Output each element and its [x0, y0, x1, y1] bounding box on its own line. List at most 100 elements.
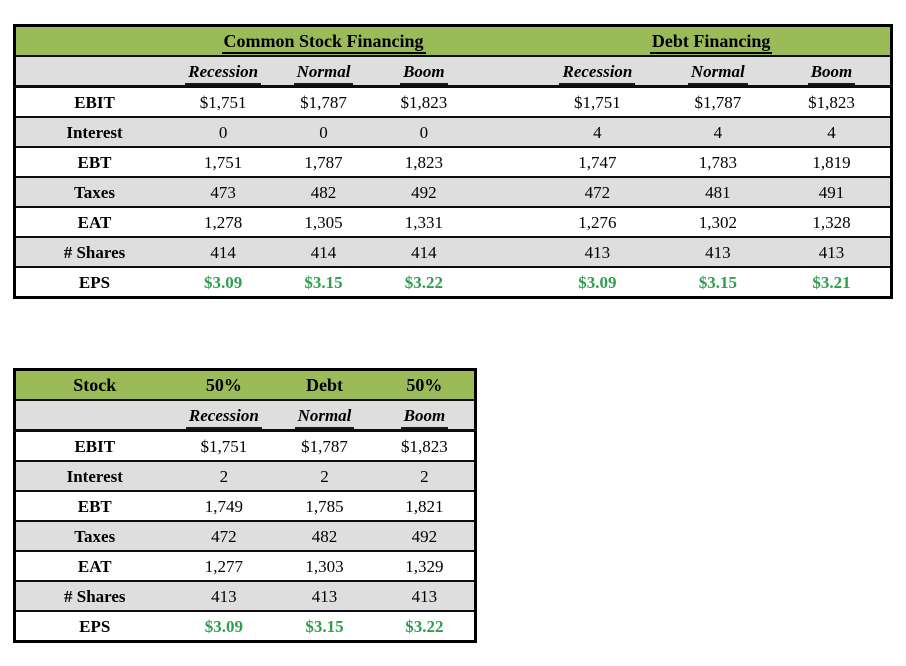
value-cell: 1,787	[273, 147, 374, 178]
row-label-cell: Taxes	[14, 521, 174, 552]
row-label-cell: Interest	[14, 461, 174, 492]
row-label-cell: EPS	[14, 611, 174, 643]
value-cell: $3.15	[273, 267, 374, 299]
value-cell: $3.09	[173, 611, 275, 643]
column-header-cell: Normal	[662, 56, 773, 88]
group-title-common-stock: Common Stock Financing	[173, 25, 475, 57]
green-header-row: Stock 50% Debt 50%	[14, 369, 476, 401]
column-header-cell: Boom	[373, 56, 475, 88]
value-cell: 492	[374, 521, 476, 552]
value-cell: 1,819	[773, 147, 892, 178]
value-cell: $3.22	[373, 267, 475, 299]
column-header-cell: Normal	[273, 56, 374, 88]
underlined-text: Normal	[294, 405, 355, 428]
value-cell: 2	[173, 461, 275, 492]
value-cell: 2	[274, 461, 375, 492]
underlined-text: Boom	[400, 61, 448, 84]
financing-comparison-table: Common Stock Financing Debt Financing Rece…	[13, 24, 893, 299]
underlined-text: Boom	[400, 405, 449, 428]
value-cell: 1,328	[773, 207, 892, 238]
value-cell: $1,787	[273, 86, 374, 118]
data-row-interest: Interest 2 2 2	[14, 461, 476, 492]
value-cell: $1,751	[532, 86, 663, 118]
mix-label-stock: Stock	[14, 369, 174, 401]
green-header-row: Common Stock Financing Debt Financing	[14, 25, 892, 57]
value-cell: 482	[274, 521, 375, 552]
data-row-ebt: EBT 1,751 1,787 1,823 1,747 1,783 1,819	[14, 147, 892, 178]
value-cell: 1,305	[273, 207, 374, 238]
row-label-cell: Interest	[14, 117, 174, 148]
data-row-taxes: Taxes 472 482 492	[14, 521, 476, 552]
value-cell: 413	[374, 581, 476, 612]
value-cell: 4	[532, 117, 663, 148]
underlined-text: Normal	[293, 61, 354, 84]
value-cell: 414	[373, 237, 475, 268]
data-row-interest: Interest 0 0 0 4 4 4	[14, 117, 892, 148]
value-cell: 1,303	[274, 551, 375, 582]
value-cell: 413	[274, 581, 375, 612]
value-cell: 1,277	[173, 551, 275, 582]
underlined-text: Recession	[185, 61, 262, 84]
column-header-row: Recession Normal Boom	[14, 400, 476, 432]
column-header-cell: Recession	[173, 400, 275, 432]
spacer-cell	[474, 147, 533, 178]
value-cell: $1,823	[374, 430, 476, 462]
value-cell: 1,747	[532, 147, 663, 178]
value-cell: 1,329	[374, 551, 476, 582]
underlined-text: Recession	[185, 405, 262, 428]
data-row-eps: EPS $3.09 $3.15 $3.22	[14, 611, 476, 643]
green-header-cell	[474, 25, 533, 57]
value-cell: 0	[373, 117, 475, 148]
column-header-cell: Recession	[173, 56, 274, 88]
mix-label-debt: Debt	[274, 369, 375, 401]
corner-cell	[14, 56, 174, 88]
value-cell: 1,278	[173, 207, 274, 238]
underlined-text: Debt Financing	[649, 31, 773, 54]
column-header-cell: Boom	[374, 400, 476, 432]
column-header-cell: Recession	[532, 56, 663, 88]
data-row-ebit: EBIT $1,751 $1,787 $1,823 $1,751 $1,787 $1,823	[14, 86, 892, 118]
underlined-text: Common Stock Financing	[221, 31, 426, 54]
value-cell: $3.22	[374, 611, 476, 643]
value-cell: 1,331	[373, 207, 475, 238]
row-label-cell: EBT	[14, 491, 174, 522]
value-cell: 472	[532, 177, 663, 208]
row-label-cell: Taxes	[14, 177, 174, 208]
column-header-cell: Normal	[274, 400, 375, 432]
value-cell: 482	[273, 177, 374, 208]
column-header-row: Recession Normal Boom Recession Normal Boom	[14, 56, 892, 88]
value-cell: 1,823	[373, 147, 475, 178]
spacer-cell	[474, 237, 533, 268]
underlined-text: Normal	[687, 61, 748, 84]
spacer-cell	[474, 117, 533, 148]
value-cell: 1,302	[662, 207, 773, 238]
data-row-ebt: EBT 1,749 1,785 1,821	[14, 491, 476, 522]
data-row-shares: # Shares 414 414 414 413 413 413	[14, 237, 892, 268]
row-label-cell: # Shares	[14, 237, 174, 268]
value-cell: 413	[173, 581, 275, 612]
value-cell: 413	[773, 237, 892, 268]
underlined-text: Recession	[559, 61, 636, 84]
value-cell: $1,787	[274, 430, 375, 462]
value-cell: 1,749	[173, 491, 275, 522]
value-cell: $1,787	[662, 86, 773, 118]
value-cell: 414	[173, 237, 274, 268]
value-cell: $3.15	[274, 611, 375, 643]
value-cell: 413	[662, 237, 773, 268]
data-row-shares: # Shares 413 413 413	[14, 581, 476, 612]
row-label-cell: EAT	[14, 207, 174, 238]
value-cell: 491	[773, 177, 892, 208]
group-title-debt: Debt Financing	[532, 25, 892, 57]
spacer-cell	[474, 56, 533, 88]
value-cell: $1,823	[373, 86, 475, 118]
row-label-cell: # Shares	[14, 581, 174, 612]
underlined-text: Boom	[807, 61, 856, 84]
value-cell: 0	[273, 117, 374, 148]
value-cell: 4	[773, 117, 892, 148]
value-cell: $3.09	[173, 267, 274, 299]
column-header-cell: Boom	[773, 56, 892, 88]
row-label-cell: EAT	[14, 551, 174, 582]
green-header-cell	[14, 25, 174, 57]
value-cell: 2	[374, 461, 476, 492]
